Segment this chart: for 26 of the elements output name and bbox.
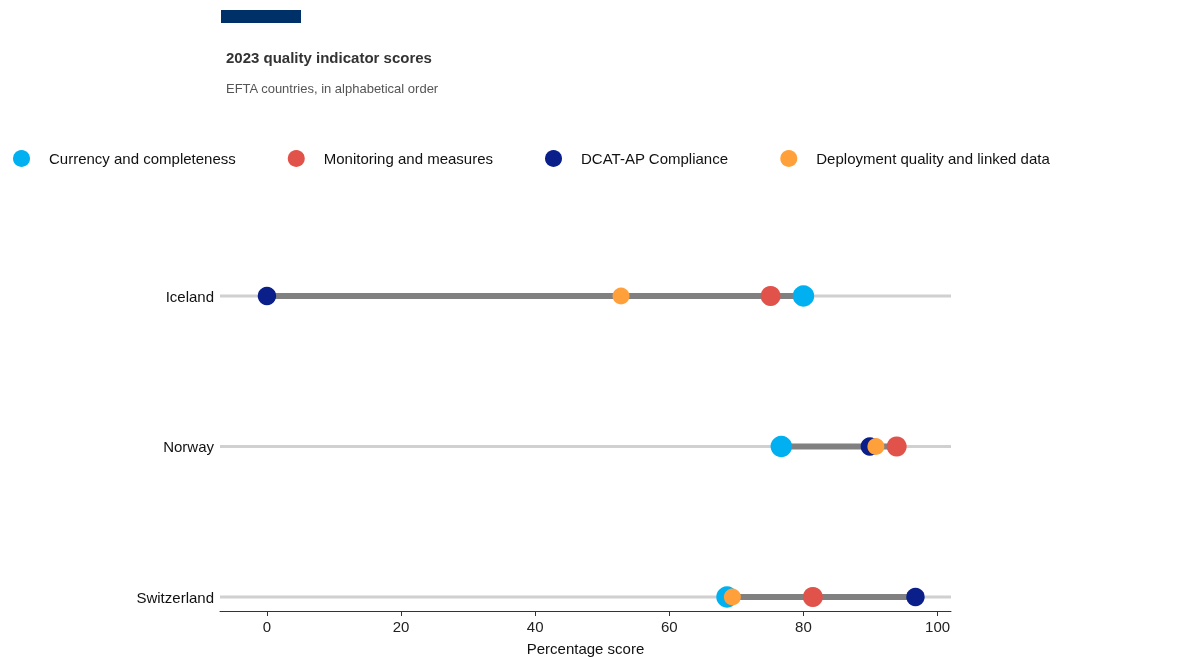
point bbox=[612, 287, 630, 305]
y-tick-label: Switzerland bbox=[136, 588, 214, 606]
point bbox=[802, 587, 823, 607]
x-tick-label: 100 bbox=[925, 618, 951, 635]
x-tick-label: 60 bbox=[660, 618, 678, 635]
point bbox=[906, 587, 925, 607]
point bbox=[792, 285, 815, 307]
y-tick-label: Norway bbox=[163, 438, 215, 455]
point bbox=[257, 286, 277, 306]
point bbox=[770, 435, 793, 458]
x-axis-title: Percentage score bbox=[526, 640, 645, 657]
legend-label: DCAT-AP Compliance bbox=[581, 150, 729, 167]
point bbox=[760, 286, 781, 306]
point bbox=[886, 436, 907, 457]
y-tick-label: Iceland bbox=[165, 287, 214, 305]
x-tick-label: 80 bbox=[795, 618, 812, 635]
point bbox=[867, 438, 885, 455]
legend-label: Deployment quality and linked data bbox=[816, 150, 1051, 167]
legend-label: Currency and completeness bbox=[49, 150, 236, 167]
chart-subtitle: EFTA countries, in alphabetical order bbox=[226, 81, 439, 96]
legend-label: Monitoring and measures bbox=[323, 150, 494, 167]
x-tick-label: 20 bbox=[392, 618, 410, 635]
x-tick-label: 0 bbox=[262, 618, 272, 635]
chart-title: 2023 quality indicator scores bbox=[226, 49, 432, 66]
x-tick-label: 40 bbox=[526, 618, 544, 635]
point bbox=[723, 588, 741, 606]
